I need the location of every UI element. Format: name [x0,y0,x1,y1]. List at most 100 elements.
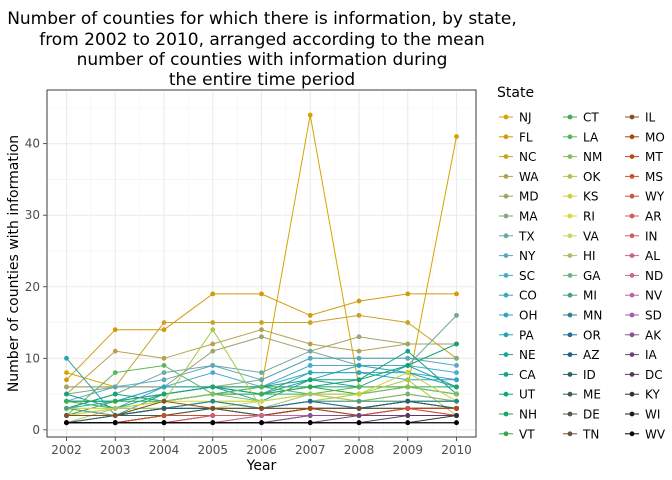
data-point-ma [454,355,459,361]
legend-label: IA [645,348,658,362]
legend-key-point [503,213,509,219]
chart-title-line-3: number of counties with information duri… [77,50,448,70]
data-point-wa [161,355,167,361]
data-point-fl [161,327,167,333]
data-point-wa [210,341,216,347]
legend-label: DC [645,368,663,382]
chart-title: Number of counties for which there is in… [7,9,517,90]
legend-item-ny: NY [499,249,536,263]
y-tick-label: 0 [32,423,40,437]
legend-label: OR [583,328,601,342]
legend-key-point [567,154,573,160]
x-axis: 2002 2003 2004 2005 2006 2007 2008 2009 2010 [51,437,472,457]
data-point-ok [210,327,216,333]
x-tick-label: 2004 [149,443,180,457]
legend-label: CO [519,289,537,303]
legend-label: PA [519,328,534,342]
data-point-nh [210,384,216,390]
data-point-la [161,363,167,368]
legend-item-id: ID [563,368,596,382]
legend-label: VA [583,229,599,243]
legend-label: WA [519,170,539,184]
data-point-wv [307,420,313,426]
legend-label: KS [583,190,599,204]
legend-item-mo: MO [625,130,665,144]
legend-key-point [503,134,509,140]
legend-key-point [503,154,509,160]
chart-title-line-2: from 2002 to 2010, arranged according to… [39,30,485,50]
legend-label: OK [583,170,601,184]
data-point-wa [259,327,264,333]
legend-item-il: IL [625,111,656,125]
legend-key-point [503,193,509,199]
data-point-wa [112,348,118,354]
legend-label: MT [645,150,663,164]
data-point-nc [307,320,313,325]
legend-key-point [567,134,573,140]
legend-item-nj: NJ [499,111,532,125]
data-point-pa [64,355,69,361]
legend-key-point [567,213,573,219]
data-point-wv [64,420,69,426]
legend-item-ut: UT [499,388,536,402]
legend-key-point [629,154,635,160]
legend-item-va: VA [563,229,599,243]
data-point-fl [64,377,69,383]
legend-key-point [567,391,573,397]
legend-item-mi: MI [563,289,597,303]
data-point-md [64,384,69,390]
legend-label: ME [583,388,601,402]
data-point-ks [356,391,362,397]
data-point-ny [210,363,216,368]
legend-item-fl: FL [499,130,533,144]
data-point-id [161,405,167,411]
legend-label: NC [519,150,536,164]
data-point-il [259,405,264,411]
legend-item-az: AZ [563,348,599,362]
series-points [64,112,459,426]
x-tick-label: 2010 [441,443,472,457]
legend-label: TN [582,427,599,441]
legend-item-sd: SD [625,309,662,323]
legend-label: MO [645,130,665,144]
y-axis-title: Number of counties with information [6,135,22,392]
data-point-nc [405,320,411,325]
legend-item-or: OR [563,328,601,342]
y-tick-label: 40 [25,137,40,151]
data-point-md [405,341,411,347]
data-point-tn [356,405,362,411]
data-point-mi [356,398,362,404]
data-point-wy [405,405,411,411]
data-point-ky [454,413,459,418]
legend-item-mn: MN [563,309,602,323]
x-tick-label: 2009 [392,443,423,457]
data-point-va [259,398,264,404]
data-point-fl [210,291,216,297]
legend-item-wa: WA [499,170,539,184]
legend-key-point [629,431,635,437]
data-point-sc [307,363,313,368]
legend-key-point [567,292,573,298]
data-point-fl [356,298,362,304]
y-tick-label: 20 [25,280,40,294]
chart-title-line-4: the entire time period [169,70,355,90]
legend-key-point [567,372,573,377]
data-point-ny [454,363,459,368]
data-point-or [307,398,313,404]
legend-label: KY [645,388,660,402]
legend-label: CT [583,111,599,125]
data-point-fl [454,291,459,297]
data-point-ut [307,377,313,383]
y-axis: 0 10 20 30 40 [25,137,47,437]
legend-item-oh: OH [499,309,537,323]
data-point-nj [307,112,313,118]
data-point-dc [405,413,411,418]
legend-key-point [629,273,635,278]
legend-label: FL [519,130,533,144]
legend-label: NV [645,289,663,303]
data-point-mn [454,398,459,404]
data-point-mo [307,405,313,411]
legend-label: HI [583,249,596,263]
data-point-nc [161,320,167,325]
legend-item-me: ME [563,388,601,402]
